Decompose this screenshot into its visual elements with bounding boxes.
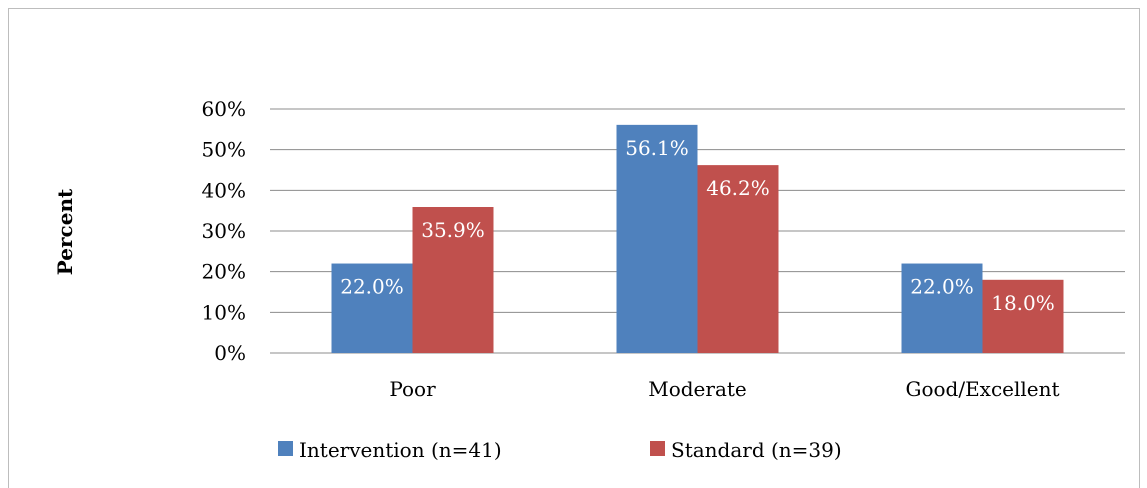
bar-value-label: 46.2% [706,176,770,200]
legend-item: Intervention (n=41) [278,438,502,462]
legend-label: Standard (n=39) [671,438,842,462]
legend-item: Standard (n=39) [650,438,842,462]
legend: Intervention (n=41) Standard (n=39) [278,438,842,462]
data-labels: 22.0% 35.9% 56.1% 46.2% 22.0% 18.0% [340,136,1055,315]
y-axis-title: Percent [53,188,77,275]
chart-frame [8,8,1140,488]
bar [982,279,1064,353]
bar-value-label: 22.0% [910,275,974,299]
y-tick-label: 20% [202,260,246,284]
bar-value-label: 22.0% [340,275,404,299]
bars [331,124,1064,353]
y-tick-label: 10% [202,300,246,324]
bar-value-label: 18.0% [991,291,1055,315]
y-tick-label: 30% [202,219,246,243]
x-category-label: Good/Excellent [905,377,1059,401]
y-tick-label: 40% [202,178,246,202]
x-axis-categories: Poor Moderate Good/Excellent [389,377,1059,401]
y-tick-label: 0% [214,341,246,365]
legend-swatch [278,441,293,456]
legend-swatch [650,441,665,456]
bar [697,165,779,353]
bar [901,263,983,353]
bar [331,263,413,353]
bar-value-label: 35.9% [421,218,485,242]
bar [412,207,494,353]
x-category-label: Poor [389,377,436,401]
y-axis-ticks: 0% 10% 20% 30% 40% 50% 60% [202,97,246,365]
x-category-label: Moderate [648,377,747,401]
bar-value-label: 56.1% [625,136,689,160]
legend-label: Intervention (n=41) [299,438,502,462]
bar [616,124,698,353]
y-tick-label: 60% [202,97,246,121]
y-tick-label: 50% [202,138,246,162]
